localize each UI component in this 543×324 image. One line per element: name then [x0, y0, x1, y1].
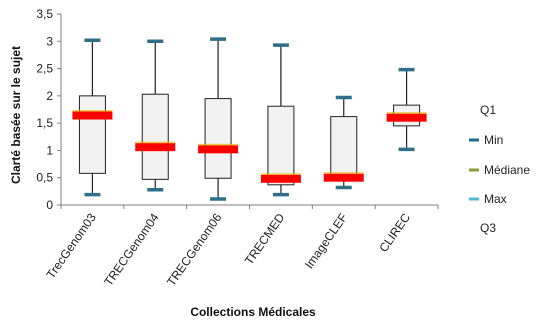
- box-iqr: [204, 98, 232, 179]
- y-tick-label: 1: [46, 143, 53, 157]
- median-highlight: [198, 143, 239, 146]
- legend-label: Q3: [480, 221, 496, 235]
- y-tick-label: 3,5: [36, 7, 53, 21]
- y-tick-label: 0: [46, 198, 53, 212]
- y-tick-label: 0,5: [36, 171, 53, 185]
- median-highlight: [260, 173, 301, 175]
- x-tick-label: TRECMED: [242, 210, 288, 267]
- legend-label: Max: [484, 192, 507, 206]
- x-tick-label: ImageCLEF: [302, 211, 350, 271]
- y-tick-label: 2: [46, 89, 53, 103]
- median-bar: [72, 111, 113, 120]
- median-highlight: [135, 141, 176, 144]
- box-iqr: [330, 116, 358, 181]
- legend-label: Q1: [480, 103, 496, 117]
- legend-label: Min: [484, 133, 503, 147]
- legend: Q1 Min Médiane Max Q3: [469, 103, 530, 235]
- x-tick-label: TRECGenom04: [101, 210, 162, 288]
- x-axis-title: Collections Médicales: [190, 305, 316, 319]
- median-bar: [386, 113, 427, 122]
- box-iqr: [267, 105, 295, 186]
- x-tick-label: CLIREC: [376, 210, 413, 254]
- boxes: [72, 37, 427, 201]
- median-highlight: [72, 110, 113, 112]
- y-tick-label: 1,5: [36, 116, 53, 130]
- median-bar: [135, 143, 176, 152]
- box-iqr: [78, 95, 106, 174]
- x-tick-label: TRECGenom06: [164, 210, 225, 288]
- box-iqr: [141, 93, 169, 180]
- axes: [60, 14, 438, 206]
- y-axis-title: Clarté basée sur le sujet: [9, 46, 23, 184]
- median-bar: [260, 174, 301, 183]
- median-highlight: [323, 172, 364, 174]
- median-bar: [198, 145, 239, 154]
- median-highlight: [386, 112, 427, 114]
- y-tick-label: 3: [46, 34, 53, 48]
- median-bar: [323, 173, 364, 182]
- y-tick-label: 2,5: [36, 62, 53, 76]
- x-tick-label: TrecGenom03: [44, 210, 99, 281]
- legend-label: Médiane: [484, 163, 530, 177]
- y-axis-ticks: 0 0,5 1 1,5 2 2,5 3 3,5: [36, 7, 61, 212]
- x-axis-ticks: TrecGenom03 TRECGenom04 TRECGenom06 TRECMED…: [44, 205, 439, 289]
